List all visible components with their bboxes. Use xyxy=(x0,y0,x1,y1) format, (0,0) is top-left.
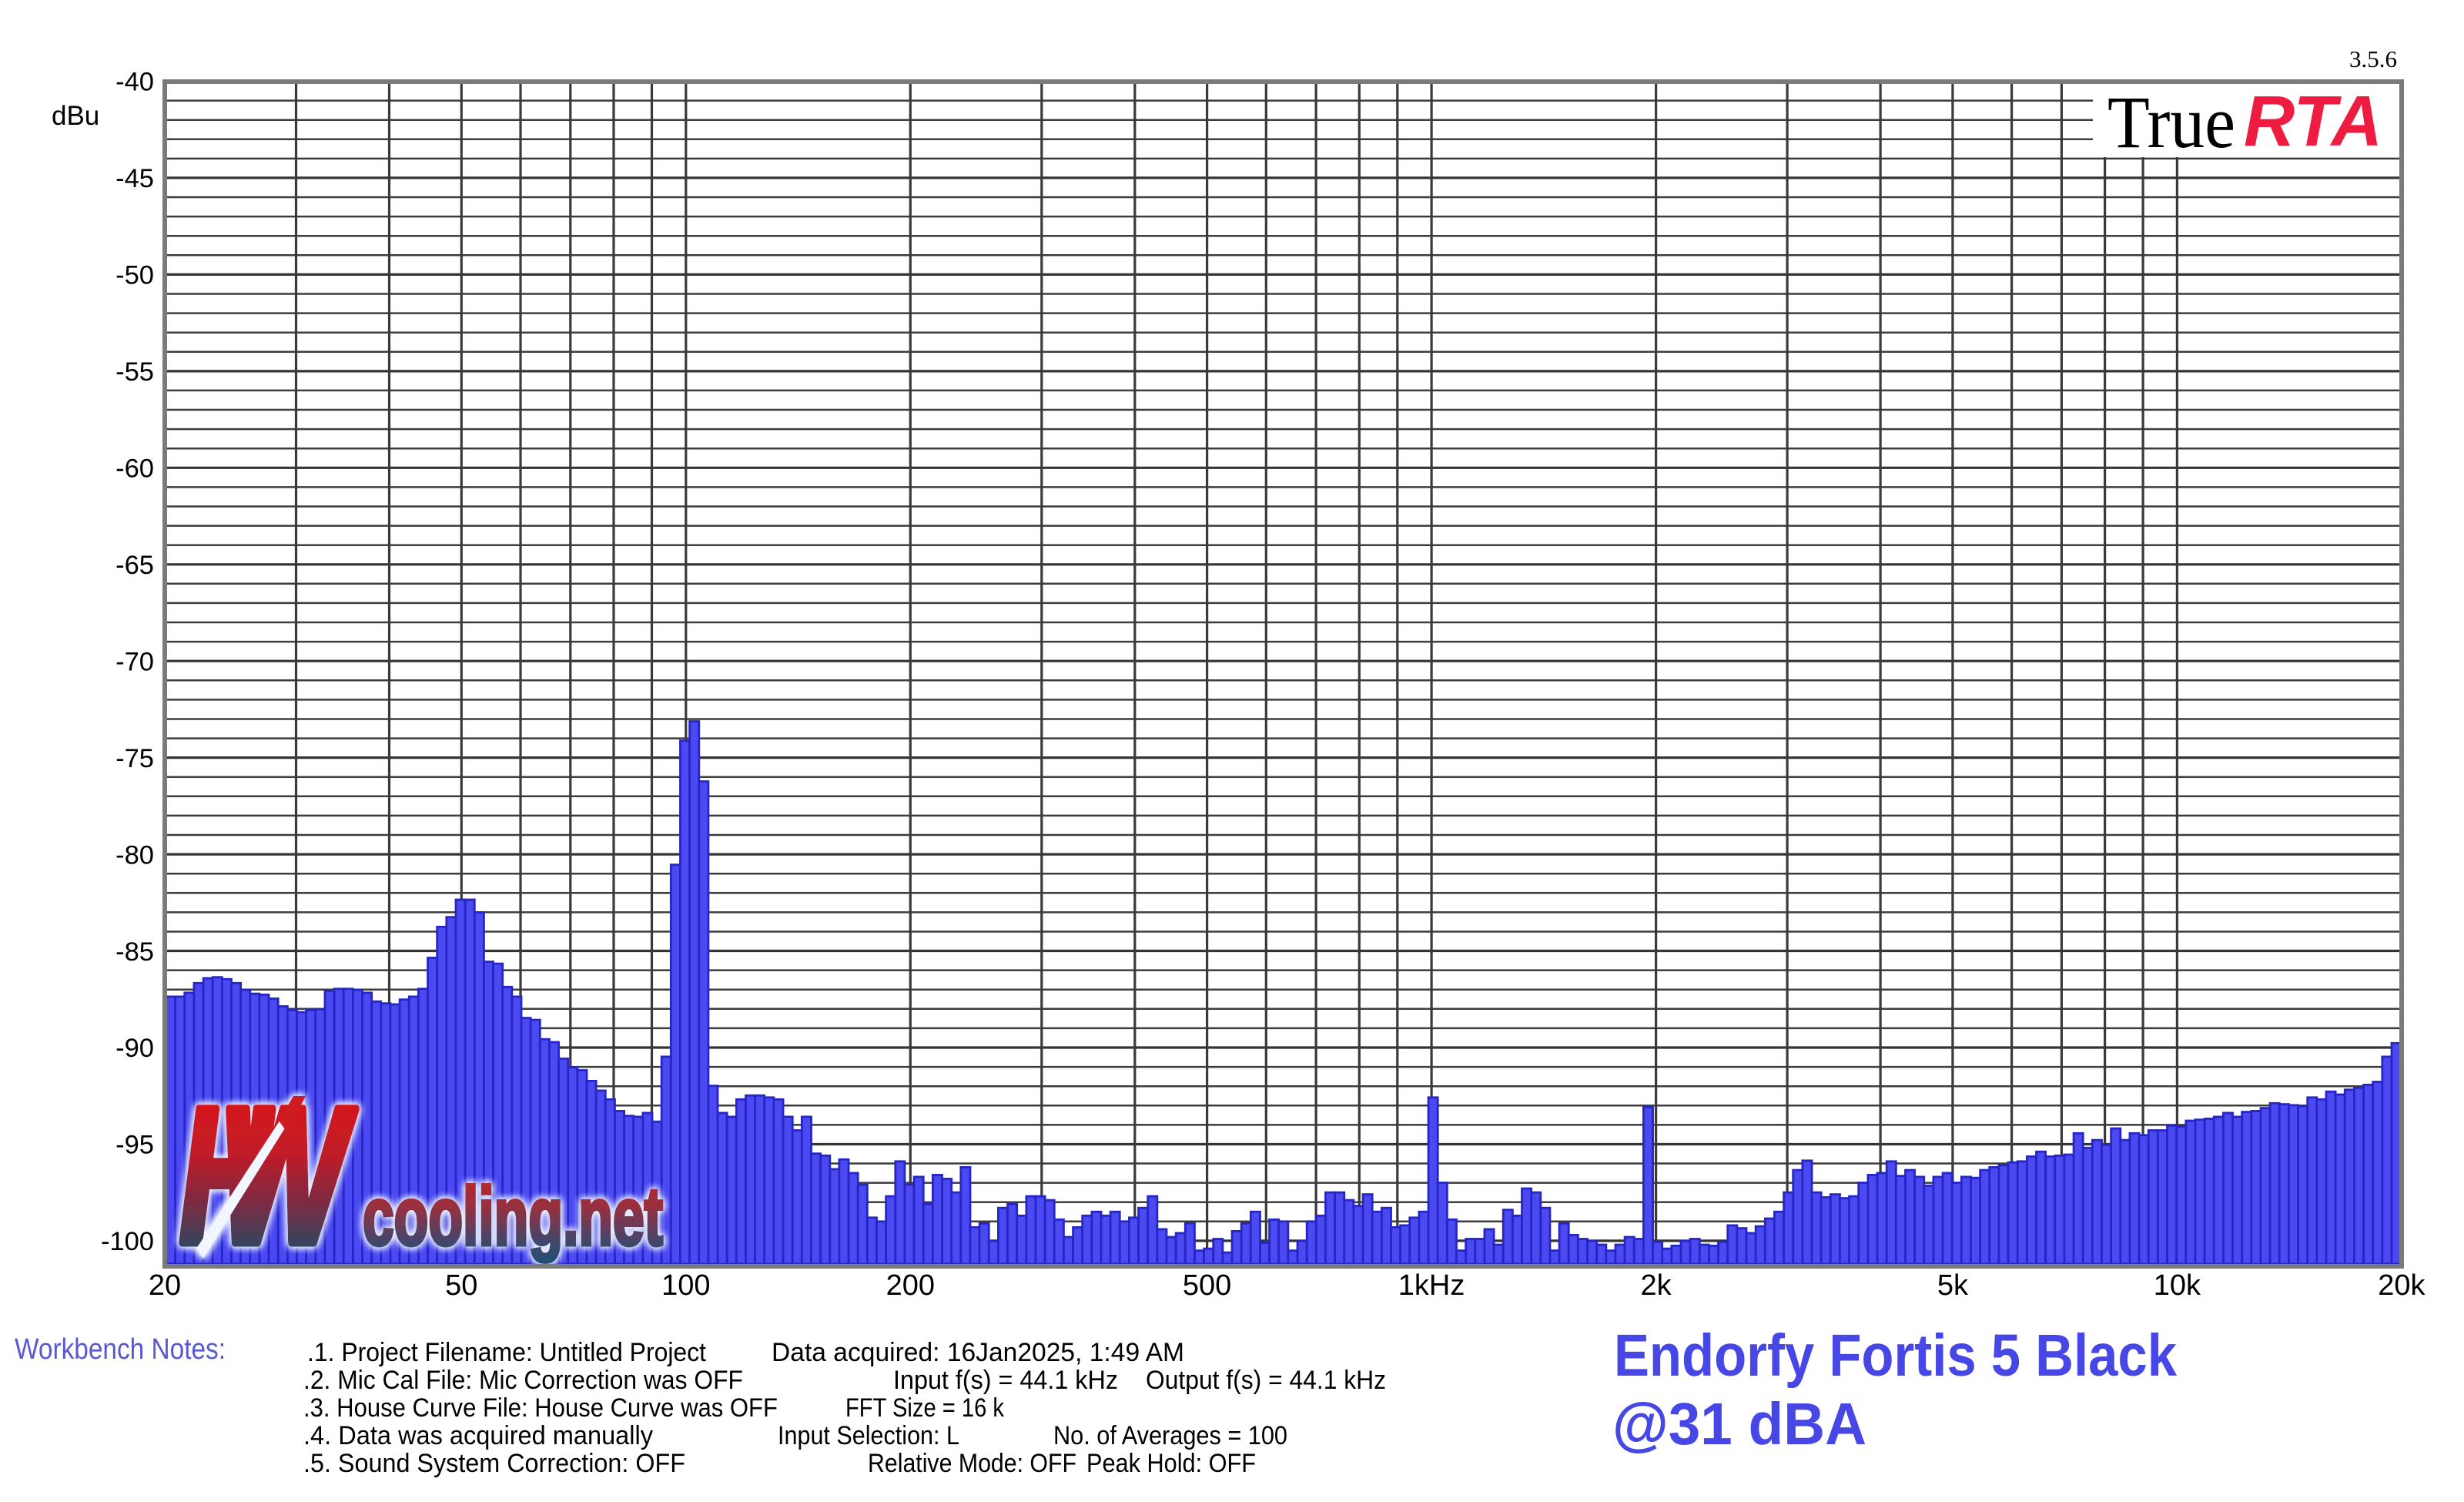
svg-text:.4. Data was acquired manually: .4. Data was acquired manually xyxy=(303,1421,653,1450)
svg-text:-65: -65 xyxy=(116,551,154,580)
svg-text:-70: -70 xyxy=(116,647,154,676)
svg-text:-50: -50 xyxy=(116,261,154,290)
svg-text:Data acquired: 16Jan2025, 1:49: Data acquired: 16Jan2025, 1:49 AM xyxy=(772,1338,1184,1367)
svg-text:3.5.6: 3.5.6 xyxy=(2349,45,2397,72)
svg-text:W: W xyxy=(219,1068,357,1285)
svg-text:20: 20 xyxy=(149,1269,181,1302)
svg-text:200: 200 xyxy=(886,1269,935,1302)
svg-text:cooling.net: cooling.net xyxy=(363,1170,663,1262)
svg-text:Endorfy Fortis 5 Black: Endorfy Fortis 5 Black xyxy=(1614,1323,2177,1389)
svg-text:Output f(s) = 44.1 kHz: Output f(s) = 44.1 kHz xyxy=(1146,1366,1386,1395)
svg-text:2k: 2k xyxy=(1641,1269,1672,1302)
svg-text:.1. Project Filename: Untitled: .1. Project Filename: Untitled Project xyxy=(307,1338,707,1367)
svg-text:-80: -80 xyxy=(116,840,154,870)
svg-text:Relative Mode: OFF: Relative Mode: OFF xyxy=(868,1449,1076,1478)
svg-text:10k: 10k xyxy=(2154,1269,2201,1302)
svg-text:500: 500 xyxy=(1183,1269,1231,1302)
svg-text:50: 50 xyxy=(445,1269,477,1302)
svg-text:True: True xyxy=(2107,81,2235,163)
svg-text:20k: 20k xyxy=(2378,1269,2426,1302)
svg-text:Input Selection: L: Input Selection: L xyxy=(778,1421,959,1450)
svg-text:-75: -75 xyxy=(116,744,154,773)
svg-text:No. of Averages = 100: No. of Averages = 100 xyxy=(1053,1421,1287,1450)
svg-text:dBu: dBu xyxy=(52,101,99,131)
svg-text:-85: -85 xyxy=(116,937,154,967)
svg-text:-90: -90 xyxy=(116,1034,154,1063)
svg-text:RTA: RTA xyxy=(2244,81,2382,161)
svg-text:-100: -100 xyxy=(101,1227,154,1256)
svg-text:5k: 5k xyxy=(1937,1269,1969,1302)
svg-text:-45: -45 xyxy=(116,164,154,193)
svg-text:.5. Sound System Correction: O: .5. Sound System Correction: OFF xyxy=(303,1449,685,1478)
svg-text:Peak Hold: OFF: Peak Hold: OFF xyxy=(1086,1449,1256,1478)
svg-text:-60: -60 xyxy=(116,454,154,484)
svg-text:FFT Size = 16 k: FFT Size = 16 k xyxy=(845,1393,1005,1423)
svg-text:.2. Mic Cal File: Mic Correcti: .2. Mic Cal File: Mic Correction was OFF xyxy=(303,1366,743,1395)
svg-text:-55: -55 xyxy=(116,357,154,387)
svg-text:.3. House Curve File: House Cu: .3. House Curve File: House Curve was OF… xyxy=(303,1393,778,1423)
svg-text:-40: -40 xyxy=(116,68,154,97)
svg-text:100: 100 xyxy=(661,1269,710,1302)
svg-text:Workbench Notes:: Workbench Notes: xyxy=(15,1333,226,1366)
svg-text:Input f(s) = 44.1 kHz: Input f(s) = 44.1 kHz xyxy=(893,1366,1118,1395)
svg-text:-95: -95 xyxy=(116,1131,154,1160)
svg-text:1kHz: 1kHz xyxy=(1398,1269,1465,1302)
svg-text:@31 dBA: @31 dBA xyxy=(1612,1391,1866,1457)
